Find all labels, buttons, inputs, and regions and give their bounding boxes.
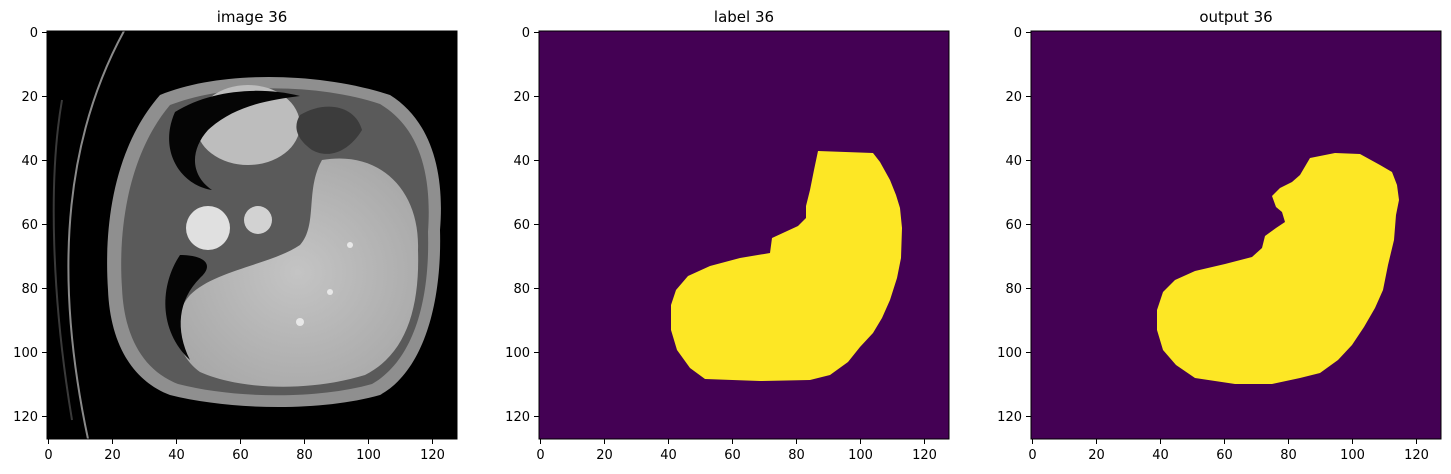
x-tick-label: 20 — [596, 448, 613, 463]
segmentation-mask-output — [1157, 153, 1399, 384]
axes-frame-output — [1030, 30, 1442, 440]
liver-vessel — [296, 318, 304, 326]
y-tick-label: 40 — [513, 154, 530, 169]
panel-title-label: label 36 — [714, 8, 774, 26]
x-tick-label: 20 — [1088, 448, 1105, 463]
x-tick-label: 80 — [296, 448, 313, 463]
aorta — [186, 206, 230, 250]
x-tick-label: 120 — [1404, 448, 1429, 463]
y-tick-label: 100 — [997, 346, 1022, 361]
x-tick-label: 20 — [104, 448, 121, 463]
y-tick-label: 100 — [505, 346, 530, 361]
y-tick-label: 60 — [513, 218, 530, 233]
x-axis-image: 0 20 40 60 80 100 120 — [44, 439, 445, 463]
axes-frame-image — [46, 30, 458, 440]
x-tick-label: 60 — [724, 448, 741, 463]
panel-image: image 36 — [13, 8, 458, 463]
liver-vessel — [327, 289, 333, 295]
y-tick-label: 100 — [13, 346, 38, 361]
x-tick-label: 0 — [44, 448, 52, 463]
scanner-arc — [67, 31, 125, 439]
y-tick-label: 0 — [1014, 26, 1022, 41]
x-tick-label: 40 — [1152, 448, 1169, 463]
y-tick-label: 0 — [522, 26, 530, 41]
panel-label: label 36 0 20 40 60 80 100 120 — [505, 8, 950, 463]
y-tick-label: 60 — [21, 218, 38, 233]
y-tick-label: 80 — [513, 282, 530, 297]
x-tick-label: 100 — [356, 448, 381, 463]
x-tick-label: 80 — [788, 448, 805, 463]
y-tick-label: 60 — [1005, 218, 1022, 233]
y-tick-label: 20 — [1005, 90, 1022, 105]
y-tick-label: 20 — [513, 90, 530, 105]
x-tick-label: 120 — [912, 448, 937, 463]
y-tick-label: 120 — [13, 410, 38, 425]
lung-air-upper — [169, 90, 300, 190]
gas-pocket — [296, 106, 362, 154]
x-tick-label: 100 — [1340, 448, 1365, 463]
panel-title-output: output 36 — [1199, 8, 1272, 26]
y-tick-label: 120 — [505, 410, 530, 425]
y-tick-label: 0 — [30, 26, 38, 41]
x-tick-label: 100 — [848, 448, 873, 463]
x-tick-label: 60 — [232, 448, 249, 463]
axes-frame-label — [538, 30, 950, 440]
y-tick-label: 80 — [1005, 282, 1022, 297]
x-tick-label: 0 — [536, 448, 544, 463]
x-tick-label: 0 — [1028, 448, 1036, 463]
x-tick-label: 40 — [168, 448, 185, 463]
x-tick-label: 80 — [1280, 448, 1297, 463]
panel-output: output 36 0 20 40 60 80 100 120 — [997, 8, 1442, 463]
vessel — [244, 206, 272, 234]
liver-vessel — [347, 242, 353, 248]
liver-region — [177, 158, 419, 387]
x-axis-output: 0 20 40 60 80 100 120 — [1028, 439, 1429, 463]
scanner-arc-faint — [52, 99, 73, 421]
y-tick-label: 120 — [997, 410, 1022, 425]
y-tick-label: 40 — [1005, 154, 1022, 169]
y-tick-label: 20 — [21, 90, 38, 105]
y-tick-label: 40 — [21, 154, 38, 169]
segmentation-mask-label — [671, 151, 902, 381]
x-tick-label: 120 — [420, 448, 445, 463]
x-axis-label: 0 20 40 60 80 100 120 — [536, 439, 937, 463]
x-tick-label: 40 — [660, 448, 677, 463]
y-axis-label: 0 20 40 60 80 100 120 — [505, 26, 539, 425]
ct-image — [47, 31, 457, 439]
lung-air-lower — [165, 255, 208, 360]
y-axis-image: 0 20 40 60 80 100 120 — [13, 26, 47, 425]
y-tick-label: 80 — [21, 282, 38, 297]
y-axis-output: 0 20 40 60 80 100 120 — [997, 26, 1031, 425]
panel-title-image: image 36 — [217, 8, 288, 26]
x-tick-label: 60 — [1216, 448, 1233, 463]
